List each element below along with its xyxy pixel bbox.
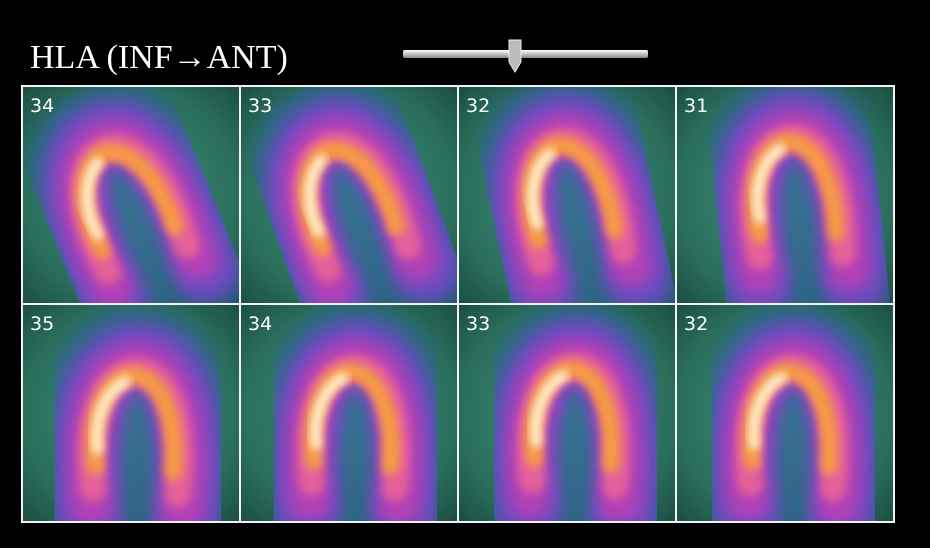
slice-number: 32: [466, 95, 490, 117]
heart-slice: [53, 117, 210, 310]
heart-slice: [305, 354, 407, 521]
heart-slice: [507, 117, 641, 301]
slice-slider[interactable]: [403, 39, 648, 73]
heart-slice: [277, 116, 429, 307]
slice-number: 31: [684, 95, 708, 117]
slice-image: [458, 304, 676, 522]
slider-track[interactable]: [403, 50, 648, 58]
heart-slice: [739, 119, 857, 296]
slice-number: 34: [248, 313, 272, 335]
slice-number: 34: [30, 95, 54, 117]
slice-image: [240, 86, 458, 307]
view-title: HLA (INF→ANT): [30, 39, 288, 76]
slice-image: [22, 86, 240, 310]
slice-image: [240, 304, 458, 522]
slice-image: [458, 86, 676, 304]
slice-image: [22, 304, 240, 527]
heart-slice: [743, 354, 845, 521]
slider-thumb[interactable]: [508, 39, 522, 73]
heart-slice: [525, 352, 627, 519]
slice-number: 35: [30, 313, 54, 335]
slice-number: 33: [248, 95, 272, 117]
slice-number: 33: [466, 313, 490, 335]
slice-number: 32: [684, 313, 708, 335]
heart-slice: [86, 357, 190, 527]
slice-image: [676, 304, 894, 522]
slice-image: [676, 86, 894, 304]
cell-border: [675, 303, 895, 523]
slice-grid: 34 33 32 31 35 34 33 32: [21, 85, 895, 527]
